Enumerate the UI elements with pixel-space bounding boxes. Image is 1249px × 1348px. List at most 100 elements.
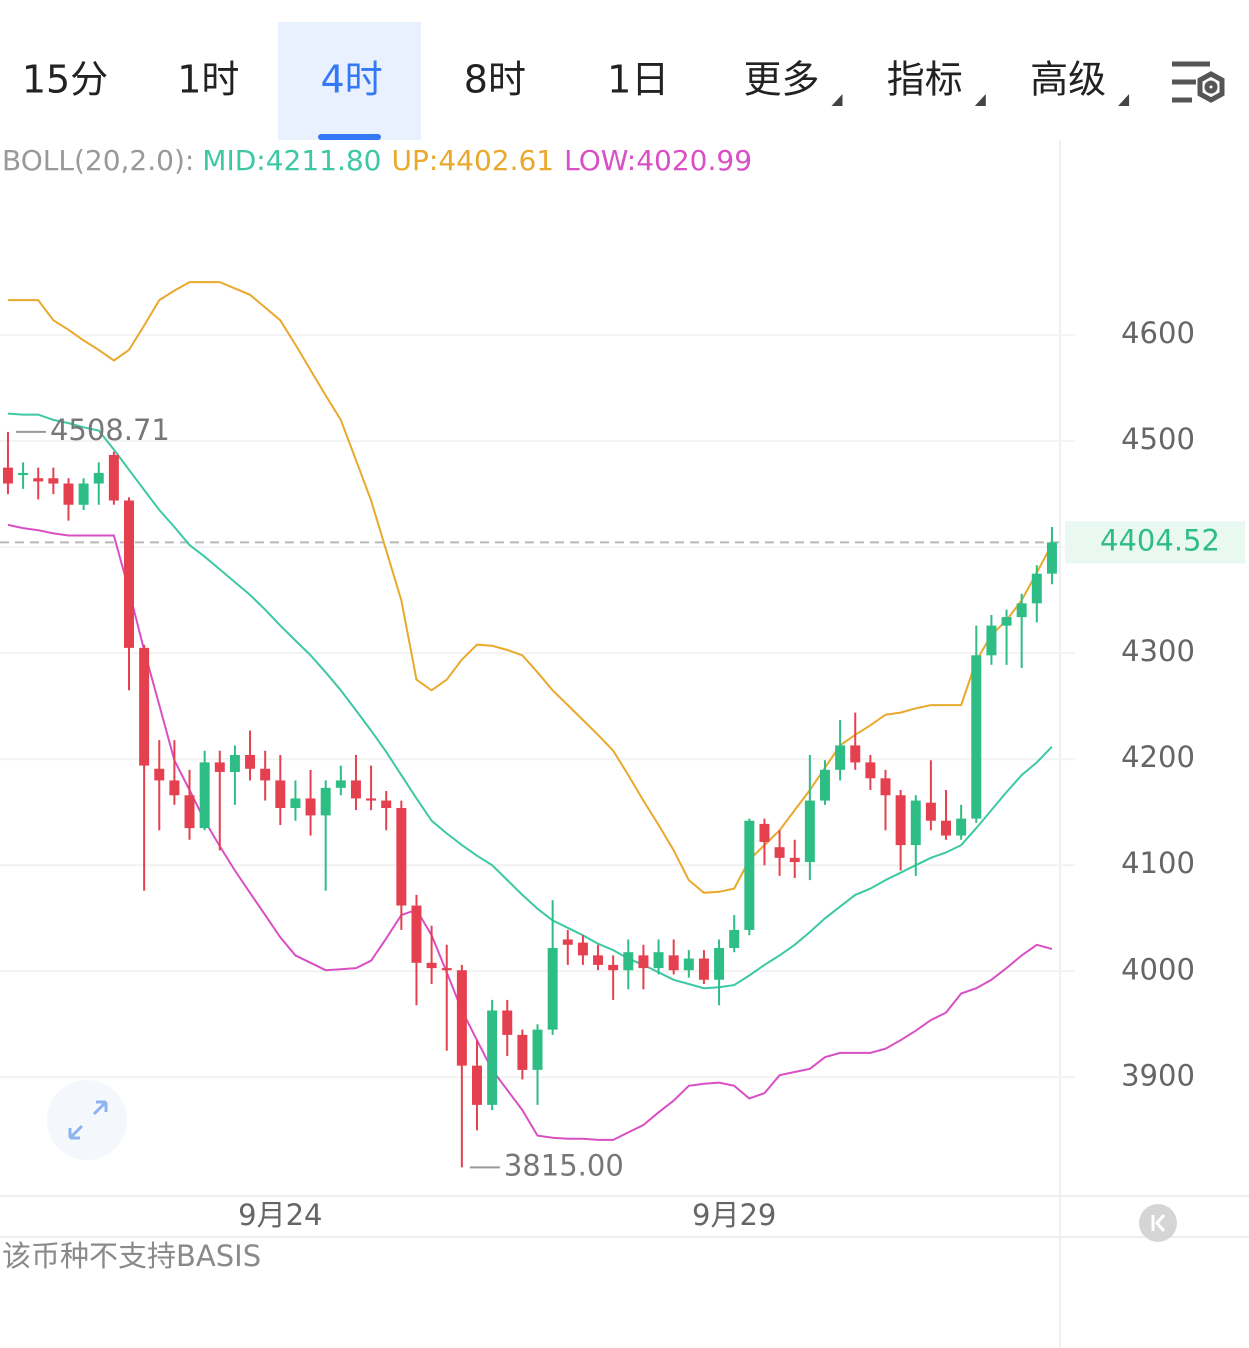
y-tick-label: 4100 xyxy=(1121,846,1195,880)
candle-body xyxy=(441,968,452,971)
expand-bg xyxy=(47,1080,127,1160)
last-price-label: 4404.52 xyxy=(1100,523,1220,557)
candle-body xyxy=(426,962,437,969)
candle-body xyxy=(714,947,725,980)
candle-body xyxy=(1001,617,1012,626)
scroll-icon xyxy=(1151,1214,1166,1232)
candle-body xyxy=(139,647,150,766)
candle-body xyxy=(245,754,256,769)
candle-body xyxy=(290,798,301,808)
candle-body xyxy=(608,964,619,971)
legend-entry: LOW:4020.99 xyxy=(564,144,752,177)
candle-body xyxy=(517,1034,528,1070)
expand-icon xyxy=(68,1100,108,1140)
candle-body xyxy=(744,820,755,930)
candle-body xyxy=(759,823,770,842)
x-tick-label: 9月24 xyxy=(238,1198,322,1232)
y-tick-label: 4200 xyxy=(1121,740,1195,774)
candle-body xyxy=(350,780,361,799)
candle-body xyxy=(381,800,392,808)
candle-body xyxy=(941,820,952,836)
candle-body xyxy=(1031,573,1042,604)
footer-note: 该币种不支持BASIS xyxy=(2,1239,261,1273)
boll-line xyxy=(8,281,1053,894)
candle-body xyxy=(895,795,906,846)
active-tab-bg xyxy=(278,22,421,140)
candle-body xyxy=(335,780,346,788)
candle-body xyxy=(396,807,407,906)
candle-body xyxy=(33,478,44,482)
dropdown-marker xyxy=(974,94,986,106)
candle-body xyxy=(623,952,634,971)
candle-body xyxy=(593,955,604,965)
legend-entry: UP:4402.61 xyxy=(392,144,555,177)
candle-body xyxy=(275,780,286,808)
candle-body xyxy=(320,787,331,816)
dropdown-marker xyxy=(1118,94,1130,106)
candle-body xyxy=(48,478,59,484)
candle-body xyxy=(819,769,830,801)
candle-body xyxy=(124,500,134,648)
expand-button[interactable] xyxy=(47,1080,127,1160)
candle-body xyxy=(956,818,967,836)
candle-body xyxy=(1016,603,1027,618)
icon-gear xyxy=(1197,71,1225,103)
candle-body xyxy=(214,762,225,772)
candle-body xyxy=(18,472,29,476)
candle-body xyxy=(502,1010,513,1035)
scroll-latest-button[interactable] xyxy=(1139,1204,1177,1242)
tab[interactable]: 1时 xyxy=(177,58,239,102)
candle-body xyxy=(638,955,649,969)
candle-body xyxy=(653,952,664,969)
candle-body xyxy=(668,955,679,971)
candle-body xyxy=(169,780,180,796)
boll-line xyxy=(7,412,1053,990)
candle-body xyxy=(260,768,271,781)
tab[interactable]: 高级 xyxy=(1030,58,1106,102)
candle-body xyxy=(865,762,876,779)
x-tick-label: 9月29 xyxy=(692,1198,776,1232)
candle-body xyxy=(835,745,846,770)
active-tab-indicator xyxy=(318,134,381,140)
candle-body xyxy=(456,970,467,1066)
candle-body xyxy=(1046,542,1057,574)
candle-body xyxy=(487,1010,498,1105)
candle-body xyxy=(199,762,210,829)
candle-body xyxy=(698,958,709,980)
y-tick-label: 4500 xyxy=(1121,422,1195,456)
candle-body xyxy=(93,472,104,484)
candle-body xyxy=(683,958,694,971)
candle-body xyxy=(305,798,316,816)
candle-body xyxy=(78,483,89,505)
y-tick-label: 4300 xyxy=(1121,634,1195,668)
candle-body xyxy=(880,778,891,796)
tab[interactable]: 8时 xyxy=(464,58,526,102)
legend-entry: MID:4211.80 xyxy=(202,144,381,177)
candle-body xyxy=(532,1029,543,1070)
y-tick-label: 4000 xyxy=(1121,952,1195,986)
tab[interactable]: 1日 xyxy=(607,58,669,102)
candle-body xyxy=(562,939,573,945)
icon-gear-hole xyxy=(1204,80,1218,94)
tab[interactable]: 4时 xyxy=(321,58,383,102)
candle-body xyxy=(2,467,13,484)
tab[interactable]: 指标 xyxy=(887,58,963,102)
last-price-box xyxy=(1065,521,1245,564)
y-tick-label: 3900 xyxy=(1121,1058,1195,1092)
candle-body xyxy=(547,947,558,1030)
candle-body xyxy=(154,768,165,781)
candle-body xyxy=(986,625,997,656)
y-tick-label: 4600 xyxy=(1121,316,1195,350)
tab[interactable]: 更多 xyxy=(743,58,819,102)
candle-body xyxy=(229,754,240,772)
candle-body xyxy=(850,745,861,763)
settings-icon[interactable] xyxy=(1172,61,1225,103)
candle-body xyxy=(63,483,74,505)
tab[interactable]: 15分 xyxy=(22,58,108,102)
extreme-label: 3815.00 xyxy=(504,1148,624,1182)
candle-body xyxy=(108,454,119,501)
candle-body xyxy=(472,1065,482,1105)
candle-body xyxy=(925,802,936,821)
